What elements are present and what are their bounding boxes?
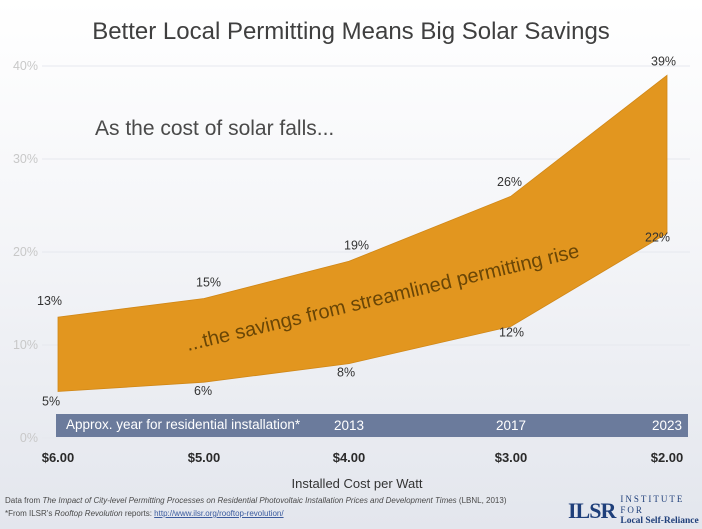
footnote-source: Data from The Impact of City-level Permi… [5,496,507,505]
x-tick-label: $2.00 [651,450,684,465]
annotation-cost: As the cost of solar falls... [95,117,334,140]
lower-label: 12% [499,325,524,339]
footnote-note: *From ILSR's Rooftop Revolution reports:… [5,509,284,518]
upper-label: 19% [344,238,369,252]
footnote-source-suffix: (LBNL, 2013) [457,496,507,505]
footnote-note-prefix: *From ILSR's [5,509,55,518]
chart-title: Better Local Permitting Means Big Solar … [92,18,610,45]
x-tick-label: $6.00 [42,450,75,465]
year-value: 2017 [496,418,526,433]
lower-label: 8% [337,366,355,380]
y-tick-label: 20% [13,245,38,259]
y-tick-label: 40% [13,59,38,73]
upper-label: 26% [497,175,522,189]
logo-mark: ILSR [568,498,615,524]
footnote-source-prefix: Data from [5,496,42,505]
lower-label: 6% [194,384,212,398]
x-tick-label: $4.00 [333,450,366,465]
y-tick-label: 0% [20,431,38,445]
x-axis-ticks: $6.00 $5.00 $4.00 $3.00 $2.00 [42,450,684,465]
logo-line1: INSTITUTE FOR [620,494,702,516]
year-bar: Approx. year for residential installatio… [56,414,688,437]
upper-label: 39% [651,54,676,68]
footnote-source-title: The Impact of City-level Permitting Proc… [42,496,456,505]
ilsr-logo: ILSR INSTITUTE FOR Local Self-Reliance [568,494,702,527]
footnote-note-middle: reports: [123,509,155,518]
upper-label: 13% [37,294,62,308]
y-tick-label: 30% [13,152,38,166]
y-axis-ticks: 0% 10% 20% 30% 40% [13,59,38,445]
x-axis-label: Installed Cost per Watt [291,476,422,491]
logo-words: INSTITUTE FOR Local Self-Reliance [620,494,702,527]
year-value: 2013 [334,418,364,433]
slide: Better Local Permitting Means Big Solar … [0,0,702,529]
chart: Better Local Permitting Means Big Solar … [0,0,702,529]
year-value: 2023 [652,418,682,433]
upper-label: 15% [196,276,221,290]
x-tick-label: $5.00 [188,450,221,465]
footnote-link[interactable]: http://www.ilsr.org/rooftop-revolution/ [154,509,283,518]
y-tick-label: 10% [13,338,38,352]
lower-label: 5% [42,395,60,409]
lower-label: 22% [645,230,670,244]
year-bar-label: Approx. year for residential installatio… [66,417,301,432]
x-tick-label: $3.00 [495,450,528,465]
logo-line2: Local Self-Reliance [620,516,702,527]
footnote-note-title: Rooftop Revolution [55,509,123,518]
